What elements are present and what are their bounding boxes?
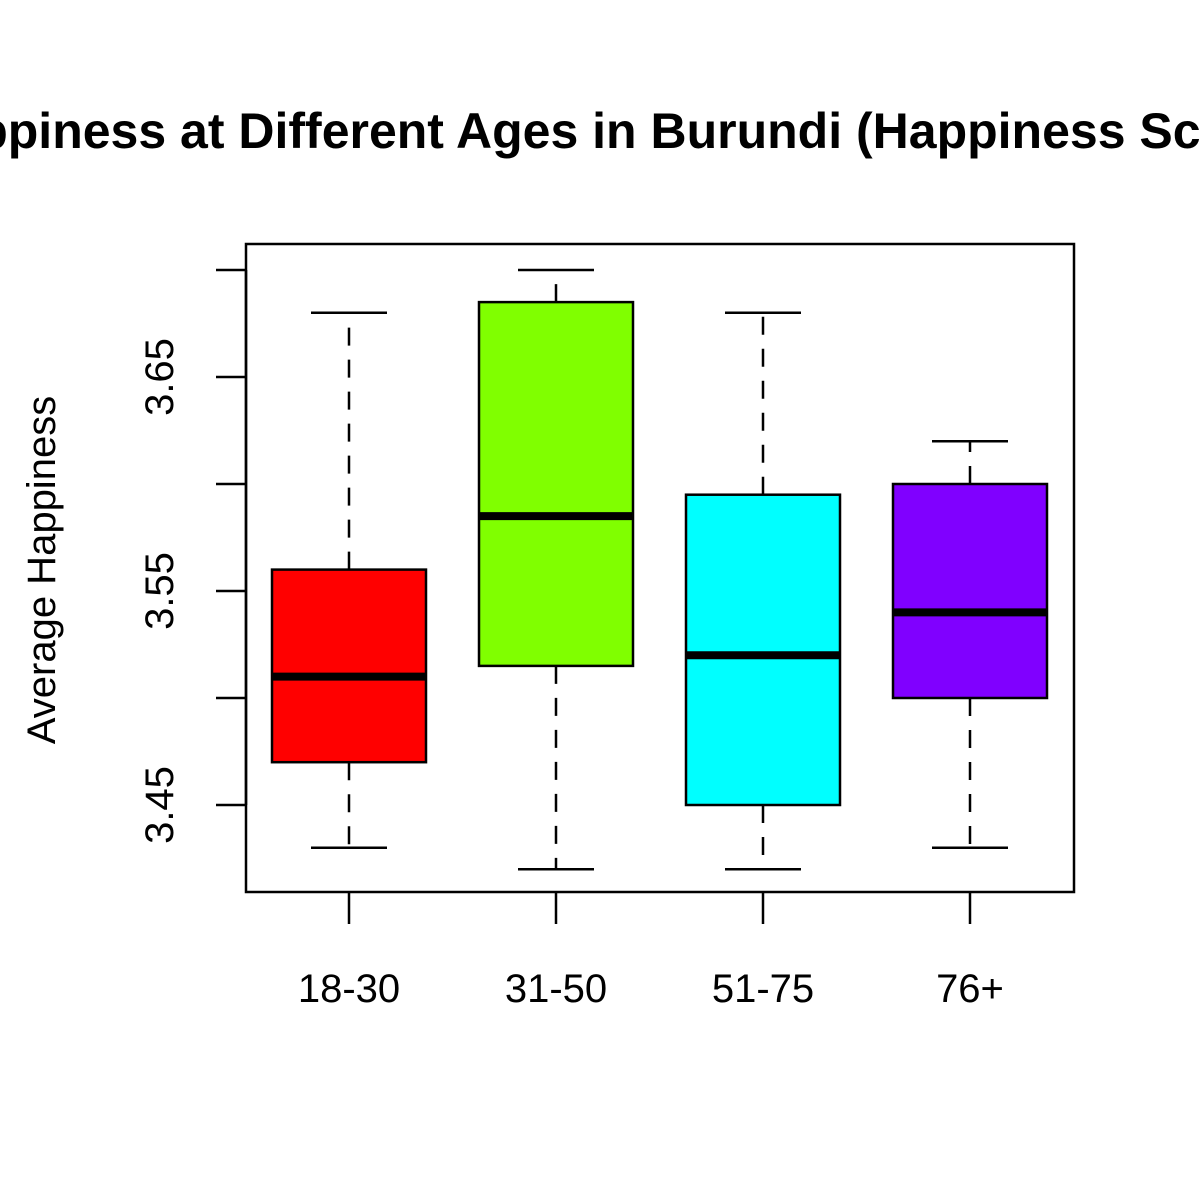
box-31-50 xyxy=(477,268,635,871)
boxes-group xyxy=(270,268,1049,871)
y-tick-label: 3.65 xyxy=(138,338,182,416)
y-tick-label: 3.55 xyxy=(138,552,182,630)
x-tick-label: 76+ xyxy=(936,967,1004,1011)
iqr-box xyxy=(684,493,842,807)
chart-title: Happiness at Different Ages in Burundi (… xyxy=(0,103,1200,159)
x-tick-label: 51-75 xyxy=(712,967,814,1011)
box-18-30 xyxy=(270,311,428,850)
iqr-box xyxy=(270,568,428,764)
iqr-box xyxy=(891,482,1049,700)
x-tick-label: 31-50 xyxy=(505,967,607,1011)
iqr-box xyxy=(477,300,635,668)
y-axis-label: Average Happiness xyxy=(20,396,64,744)
x-tick-label: 18-30 xyxy=(298,967,400,1011)
y-axis: 3.45 3.55 3.65 xyxy=(138,268,248,844)
box-76+ xyxy=(891,439,1049,850)
box-51-75 xyxy=(684,311,842,871)
y-tick-label: 3.45 xyxy=(138,766,182,844)
x-axis: 18-30 31-50 51-75 76+ xyxy=(298,892,1004,1011)
